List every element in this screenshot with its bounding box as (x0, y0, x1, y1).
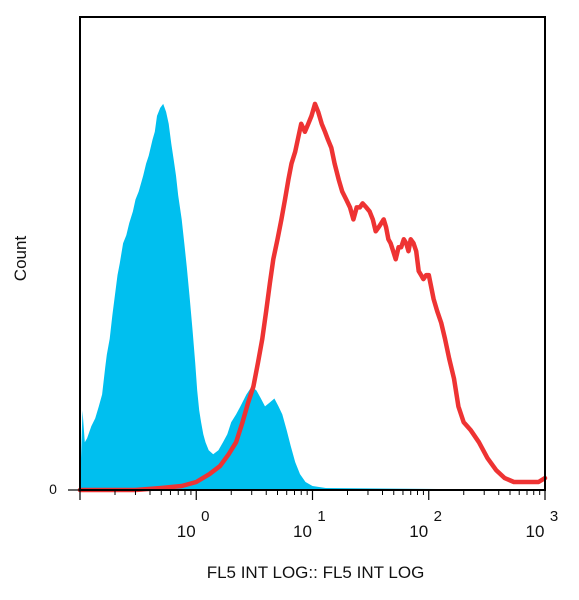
x-axis-ticks (79, 490, 546, 500)
series-layer (77, 101, 548, 493)
y-axis-title: Count (11, 236, 30, 282)
x-tick-label-base: 10 (526, 522, 545, 541)
x-axis-tick-labels: 10 0 10 1 10 2 10 3 (177, 508, 558, 541)
x-tick-label-base: 10 (293, 522, 312, 541)
histogram-series-2-line (77, 101, 548, 493)
x-tick-label-base: 10 (409, 522, 428, 541)
histogram-series-1-area (80, 103, 545, 491)
x-tick-label-base: 10 (177, 522, 196, 541)
x-tick-label-exponent: 1 (317, 508, 325, 525)
x-axis-title: FL5 INT LOG:: FL5 INT LOG (207, 563, 425, 582)
x-tick-label-exponent: 0 (201, 508, 209, 525)
x-tick-label-exponent: 3 (550, 508, 558, 525)
y-tick-label: 0 (49, 481, 57, 497)
y-axis-ticks: 0 (49, 481, 80, 497)
x-tick-label-exponent: 2 (434, 508, 442, 525)
